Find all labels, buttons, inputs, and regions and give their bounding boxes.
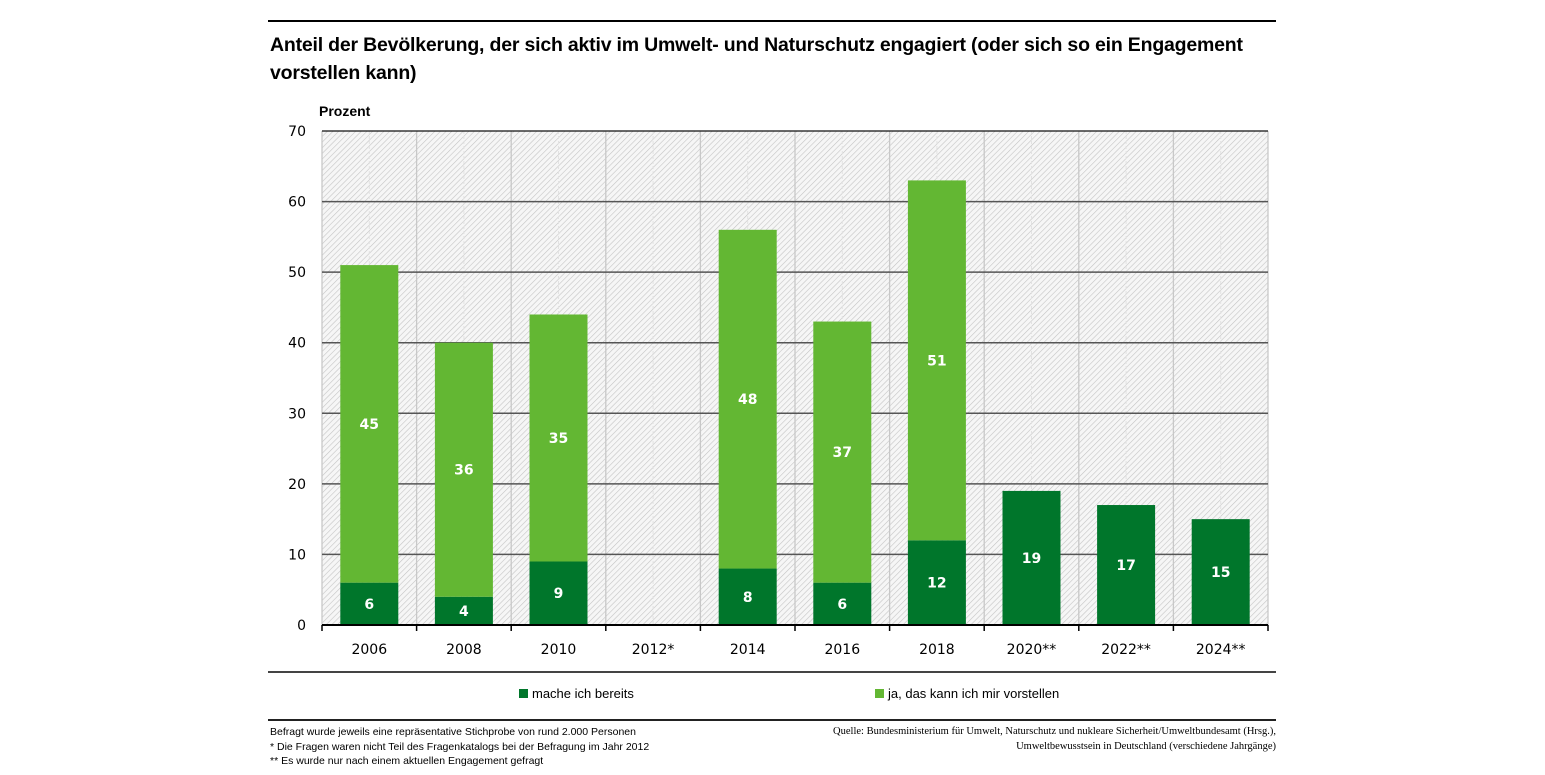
bar-bereits-2010 xyxy=(529,561,588,625)
bar-value-label: 48 xyxy=(738,392,757,408)
x-tick-label: 2006 xyxy=(351,642,387,658)
footnotes: Befragt wurde jeweils eine repräsentativ… xyxy=(270,725,649,769)
x-tick-label: 2010 xyxy=(541,642,577,658)
bar-value-label: 12 xyxy=(927,576,946,592)
bar-value-label: 51 xyxy=(927,353,946,369)
bar-value-label: 4 xyxy=(459,604,469,620)
bar-bereits-2020 xyxy=(1002,490,1061,625)
bar-vorstellen-2010 xyxy=(529,314,588,562)
legend-label: ja, das kann ich mir vorstellen xyxy=(888,686,1060,701)
bar-value-label: 9 xyxy=(554,586,564,602)
axes xyxy=(321,624,1269,631)
bar-labels: 6 45 4 36 9 35 8 48 6 37 12 51 19 17 15 xyxy=(360,353,1231,620)
bar-bereits-2016 xyxy=(813,582,872,625)
legend-item-mache-ich-bereits: mache ich bereits xyxy=(519,686,634,701)
footer-rule xyxy=(268,719,1276,721)
bar-value-label: 19 xyxy=(1022,551,1041,567)
bar-value-label: 8 xyxy=(743,590,753,606)
source-line-1: Quelle: Bundesministerium für Umwelt, Na… xyxy=(833,726,1276,737)
bar-value-label: 35 xyxy=(549,431,568,447)
bar-vorstellen-2008 xyxy=(434,342,493,597)
footnote-current-engagement: ** Es wurde nur nach einem aktuellen Eng… xyxy=(270,755,544,767)
bar-bereits-2014 xyxy=(718,568,777,625)
y-tick-label: 0 xyxy=(297,618,306,634)
bar-bereits-2018 xyxy=(907,540,966,625)
bar-value-label: 36 xyxy=(454,463,473,479)
x-tick-label: 2020** xyxy=(1007,642,1057,658)
legend-swatch-dark-green xyxy=(519,689,528,698)
x-tick-label: 2014 xyxy=(730,642,766,658)
y-tick-label: 30 xyxy=(288,406,306,422)
bar-bereits-2024 xyxy=(1191,519,1250,625)
x-tick-label: 2016 xyxy=(824,642,860,658)
y-axis-label: Prozent xyxy=(319,103,371,119)
y-tick-label: 10 xyxy=(288,547,306,563)
x-tick-labels: 2006 2008 2010 2012* 2014 2016 2018 2020** 2022*… xyxy=(351,642,1245,658)
bar-chart: 6 45 4 36 9 35 8 48 6 37 12 51 19 17 15 0 10 20 30 40 50 60 7… xyxy=(288,124,1269,658)
x-tick-label: 2018 xyxy=(919,642,955,658)
bar-value-label: 6 xyxy=(364,597,374,613)
y-tick-labels: 0 10 20 30 40 50 60 70 xyxy=(288,124,306,634)
y-tick-label: 70 xyxy=(288,124,306,140)
legend: mache ich bereits ja, das kann ich mir v… xyxy=(0,686,1545,704)
bar-vorstellen-2016 xyxy=(813,321,872,583)
x-tick-label: 2008 xyxy=(446,642,482,658)
source-line-2: Umweltbewusstsein in Deutschland (versch… xyxy=(1016,740,1276,752)
bar-value-label: 45 xyxy=(360,417,379,433)
top-rule xyxy=(268,20,1276,22)
legend-label: mache ich bereits xyxy=(532,686,634,701)
legend-swatch-light-green xyxy=(875,689,884,698)
bar-value-label: 17 xyxy=(1116,558,1135,574)
y-tick-label: 60 xyxy=(288,195,306,211)
bars xyxy=(340,180,1250,625)
bar-value-label: 37 xyxy=(833,445,852,461)
y-tick-label: 40 xyxy=(288,336,306,352)
bar-vorstellen-2018 xyxy=(907,180,966,541)
bar-value-label: 6 xyxy=(837,597,847,613)
source-note: Quelle: Bundesministerium für Umwelt, Na… xyxy=(833,725,1276,754)
bar-bereits-2008 xyxy=(434,596,493,625)
y-tick-label: 20 xyxy=(288,477,306,493)
legend-top-rule xyxy=(268,671,1276,673)
footnote-sample: Befragt wurde jeweils eine repräsentativ… xyxy=(270,726,636,738)
x-tick-label: 2024** xyxy=(1196,642,1246,658)
footnote-2012: * Die Fragen waren nicht Teil des Fragen… xyxy=(270,740,650,753)
bar-vorstellen-2014 xyxy=(718,229,777,569)
x-tick-label: 2012* xyxy=(632,642,675,658)
bar-value-label: 15 xyxy=(1211,565,1230,581)
chart-title: Anteil der Bevölkerung, der sich aktiv i… xyxy=(270,34,1243,84)
bar-vorstellen-2006 xyxy=(340,265,399,583)
legend-item-vorstellen: ja, das kann ich mir vorstellen xyxy=(875,686,1059,701)
x-tick-label: 2022** xyxy=(1101,642,1151,658)
bar-bereits-2006 xyxy=(340,582,399,625)
bar-bereits-2022 xyxy=(1097,505,1156,625)
y-tick-label: 50 xyxy=(288,265,306,281)
